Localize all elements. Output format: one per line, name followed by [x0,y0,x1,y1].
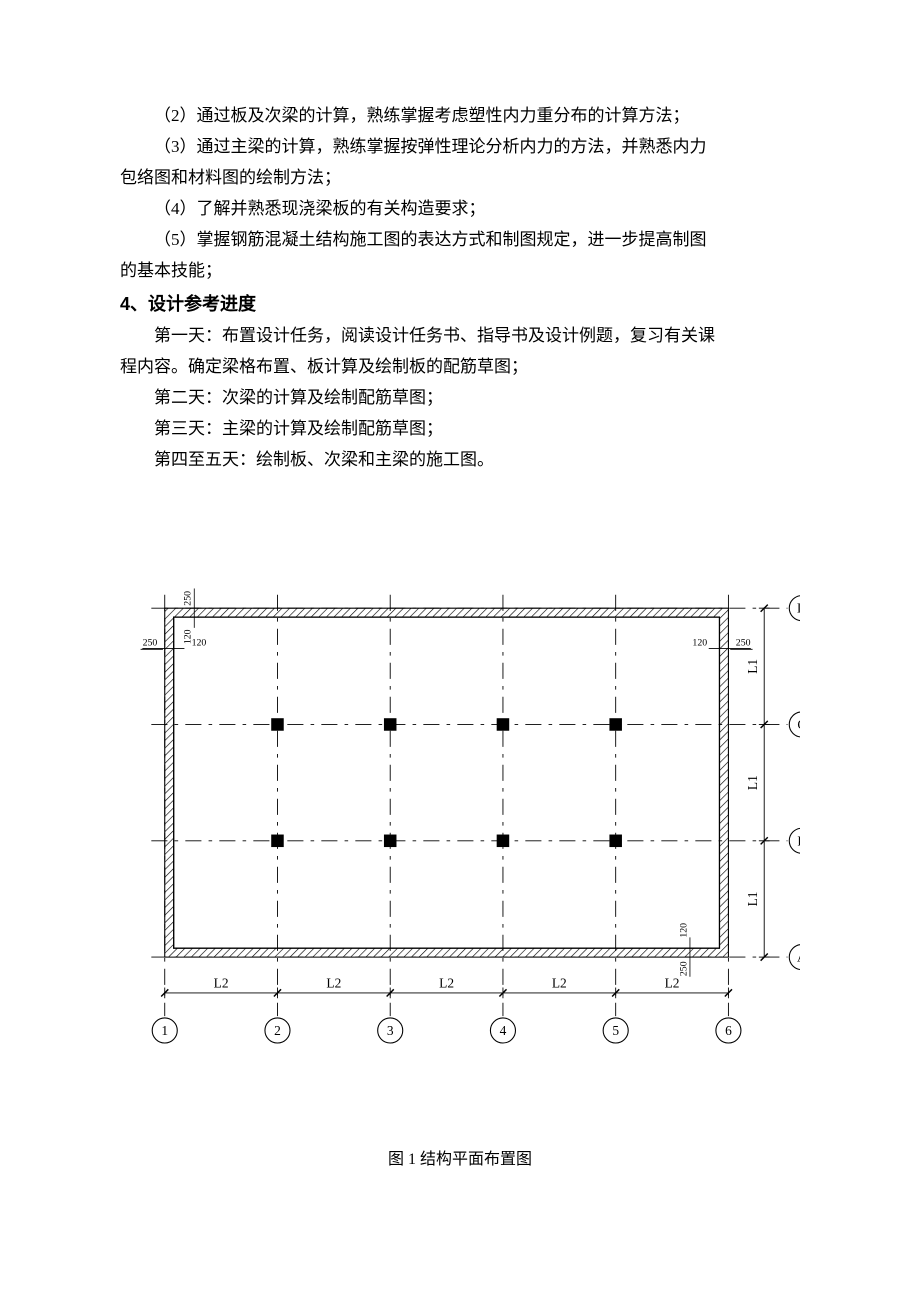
day3: 第三天：主梁的计算及绘制配筋草图； [120,413,800,444]
svg-text:120: 120 [692,638,707,649]
svg-text:3: 3 [387,1023,394,1038]
para-item-5b: 的基本技能； [120,255,800,286]
para-item-2: （2）通过板及次梁的计算，熟练掌握考虑塑性内力重分布的计算方法； [120,100,800,131]
svg-text:250: 250 [678,961,689,976]
svg-text:4: 4 [500,1023,507,1038]
svg-text:D: D [797,601,800,616]
figure-plan: L2L2L2L2L2L1L1L1123456DCBA25012012025025… [120,545,800,1065]
svg-text:6: 6 [725,1023,732,1038]
svg-text:L1: L1 [745,775,760,790]
heading-4: 4、设计参考进度 [120,288,800,320]
day45: 第四至五天：绘制板、次梁和主梁的施工图。 [120,444,800,475]
svg-text:250: 250 [143,638,158,649]
day1b: 程内容。确定梁格布置、板计算及绘制板的配筋草图； [120,351,800,382]
svg-text:5: 5 [612,1023,619,1038]
svg-text:250: 250 [736,638,751,649]
svg-text:250: 250 [183,591,194,606]
svg-text:1: 1 [161,1023,168,1038]
para-item-3b: 包络图和材料图的绘制方法； [120,162,800,193]
svg-text:L2: L2 [214,976,229,991]
para-item-3a: （3）通过主梁的计算，熟练掌握按弹性理论分析内力的方法，并熟悉内力 [120,131,800,162]
structural-plan-diagram: L2L2L2L2L2L1L1L1123456DCBA25012012025025… [120,545,800,1065]
svg-text:A: A [797,950,800,965]
svg-text:L2: L2 [665,976,680,991]
svg-text:L2: L2 [439,976,454,991]
day2: 第二天：次梁的计算及绘制配筋草图； [120,382,800,413]
svg-text:120: 120 [183,629,194,644]
para-item-5a: （5）掌握钢筋混凝土结构施工图的表达方式和制图规定，进一步提高制图 [120,224,800,255]
svg-text:120: 120 [678,923,689,938]
day1a: 第一天：布置设计任务，阅读设计任务书、指导书及设计例题，复习有关课 [120,320,800,351]
svg-text:2: 2 [274,1023,281,1038]
svg-text:B: B [797,833,800,848]
svg-text:L2: L2 [326,976,341,991]
svg-text:L2: L2 [552,976,567,991]
svg-text:C: C [797,717,800,732]
svg-text:L1: L1 [745,891,760,906]
svg-text:120: 120 [192,638,207,649]
figure-caption: 图 1 结构平面布置图 [120,1145,800,1169]
para-item-4: （4）了解并熟悉现浇梁板的有关构造要求； [120,193,800,224]
svg-text:L1: L1 [745,659,760,674]
